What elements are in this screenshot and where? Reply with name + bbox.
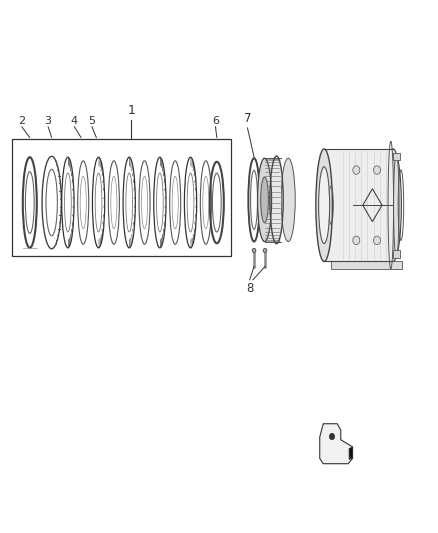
Text: 4: 4: [71, 116, 78, 126]
Ellipse shape: [258, 158, 272, 241]
Polygon shape: [265, 158, 281, 241]
Ellipse shape: [281, 158, 295, 241]
Polygon shape: [393, 153, 400, 160]
Polygon shape: [320, 424, 353, 464]
Polygon shape: [331, 261, 402, 269]
Ellipse shape: [261, 177, 268, 223]
Text: 8: 8: [246, 282, 253, 295]
Ellipse shape: [374, 236, 381, 245]
Ellipse shape: [353, 236, 360, 245]
Ellipse shape: [252, 248, 256, 253]
Bar: [12, 139, 231, 256]
Polygon shape: [324, 149, 393, 262]
Ellipse shape: [353, 166, 360, 174]
Text: 7: 7: [244, 112, 251, 125]
Text: 2: 2: [18, 116, 25, 126]
Ellipse shape: [374, 166, 381, 174]
Polygon shape: [393, 250, 400, 257]
Text: 3: 3: [45, 116, 52, 126]
Ellipse shape: [318, 167, 330, 244]
Text: 5: 5: [88, 116, 95, 126]
Ellipse shape: [329, 433, 335, 440]
Text: 1: 1: [127, 104, 135, 117]
Polygon shape: [349, 447, 353, 459]
Ellipse shape: [263, 248, 267, 253]
Ellipse shape: [316, 149, 332, 262]
Text: 6: 6: [212, 116, 219, 126]
Ellipse shape: [385, 149, 401, 262]
